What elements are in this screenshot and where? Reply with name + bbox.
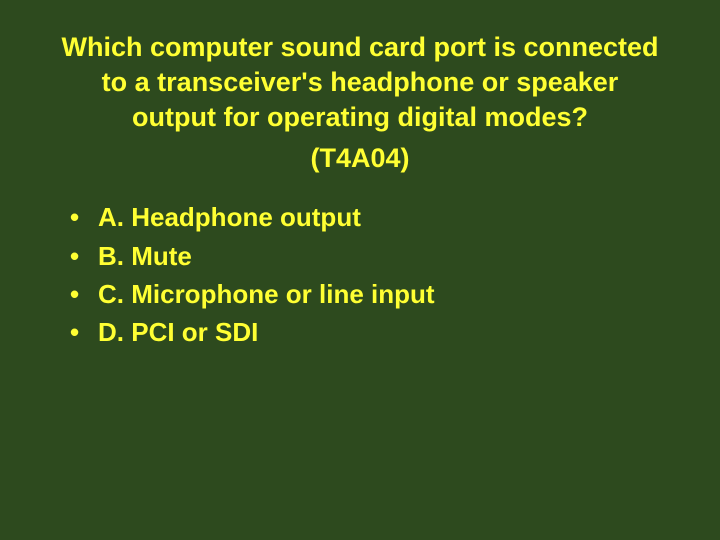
question-code: (T4A04) — [50, 143, 670, 174]
option-d: • D. PCI or SDI — [70, 314, 670, 350]
option-label: B. Mute — [98, 241, 192, 271]
option-a: • A. Headphone output — [70, 199, 670, 235]
bullet-icon: • — [70, 276, 79, 312]
question-text: Which computer sound card port is connec… — [50, 30, 670, 135]
options-list: • A. Headphone output • B. Mute • C. Mic… — [50, 199, 670, 351]
slide-container: Which computer sound card port is connec… — [0, 0, 720, 540]
bullet-icon: • — [70, 314, 79, 350]
option-b: • B. Mute — [70, 238, 670, 274]
option-label: C. Microphone or line input — [98, 279, 435, 309]
option-label: D. PCI or SDI — [98, 317, 258, 347]
bullet-icon: • — [70, 199, 79, 235]
option-c: • C. Microphone or line input — [70, 276, 670, 312]
bullet-icon: • — [70, 238, 79, 274]
option-label: A. Headphone output — [98, 202, 361, 232]
